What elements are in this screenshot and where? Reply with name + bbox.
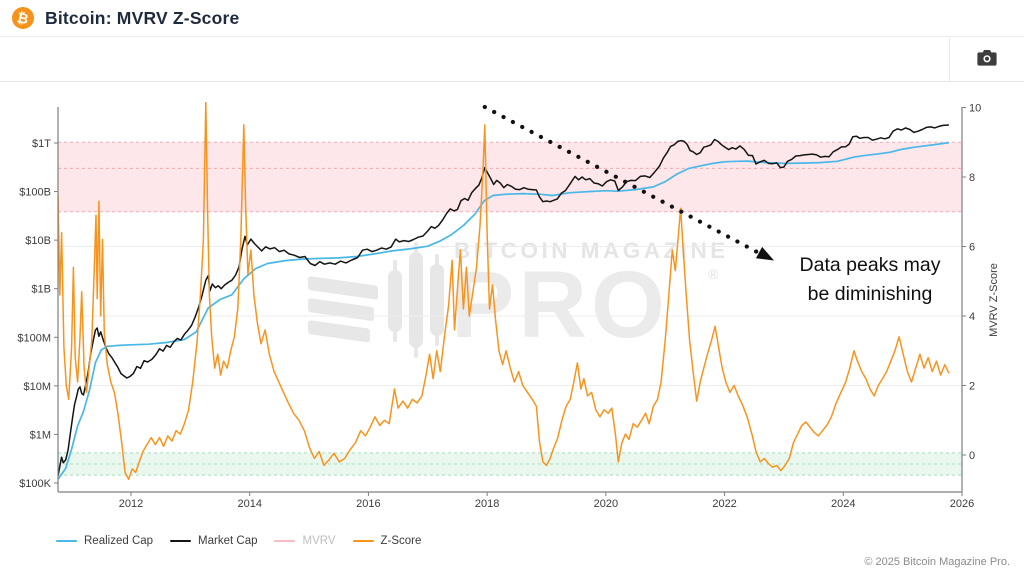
left-axis-tick-label: $100M [17,332,51,344]
bitcoin-icon: ₿ [12,7,34,29]
legend-item-realized-cap[interactable]: Realized Cap [56,535,153,547]
left-axis-tick-label: $10M [23,381,51,393]
legend-label-market-cap: Market Cap [198,535,258,547]
page-header: ₿ Bitcoin: MVRV Z-Score [0,0,1024,37]
left-axis-tick-label: $1B [31,284,51,296]
legend-swatch-market-cap [170,539,192,543]
right-axis-tick-label: 8 [969,172,975,184]
legend-swatch-realized-cap [56,539,77,543]
legend-item-z-score[interactable]: Z-Score [352,535,422,547]
series-realized-cap [58,141,950,480]
mvrv-overvalued-zone [58,142,962,212]
left-axis-tick-label: $10B [25,235,51,247]
screenshot-button[interactable] [973,45,1001,74]
series-z-score [58,102,950,481]
legend-item-mvrv[interactable]: MVRV [274,535,336,547]
legend-swatch-z-score [352,539,374,543]
right-axis-title: MVRV Z-Score [988,263,1000,337]
copyright-text: © 2025 Bitcoin Magazine Pro. [864,556,1010,568]
x-axis-tick-label: 2014 [237,498,261,510]
right-axis-tick-label: 2 [969,381,975,393]
right-axis-tick-label: 0 [969,450,975,462]
annotation-line-2: be diminishing [807,283,933,305]
right-axis-tick-label: 6 [969,242,975,254]
legend-swatch-mvrv [274,539,296,543]
chart-annotation-text: Data peaks may be diminishing [779,251,961,309]
chart-legend: Realized Cap Market Cap MVRV Z-Score [56,533,421,549]
left-axis-tick-label: $100B [19,187,51,199]
legend-label-realized-cap: Realized Cap [84,535,154,547]
camera-icon [977,49,997,70]
series-market-cap [58,124,949,477]
left-axis-tick-label: $1T [32,138,51,150]
legend-item-market-cap[interactable]: Market Cap [170,535,257,547]
toolbar-right-cell [949,38,1024,81]
x-axis-tick-label: 2022 [712,498,736,510]
legend-label-z-score: Z-Score [380,535,422,547]
x-axis-tick-label: 2024 [831,498,855,510]
annotation-line-1: Data peaks may [799,254,941,276]
chart-toolbar [0,38,1024,82]
annotation-arrowhead-icon [755,246,774,261]
page-title: Bitcoin: MVRV Z-Score [45,7,240,28]
left-axis-tick-label: $100K [19,478,51,490]
x-axis-tick-label: 2012 [119,498,143,510]
right-axis-tick-label: 4 [969,311,975,323]
x-axis-tick-label: 2020 [594,498,618,510]
x-axis-tick-label: 2018 [475,498,499,510]
x-axis-tick-label: 2026 [950,498,974,510]
annotation-arrow-line [482,104,761,255]
legend-label-mvrv: MVRV [302,535,336,547]
left-axis-tick-label: $1M [30,429,51,441]
right-axis-tick-label: 10 [969,103,981,115]
x-axis-tick-label: 2016 [356,498,380,510]
